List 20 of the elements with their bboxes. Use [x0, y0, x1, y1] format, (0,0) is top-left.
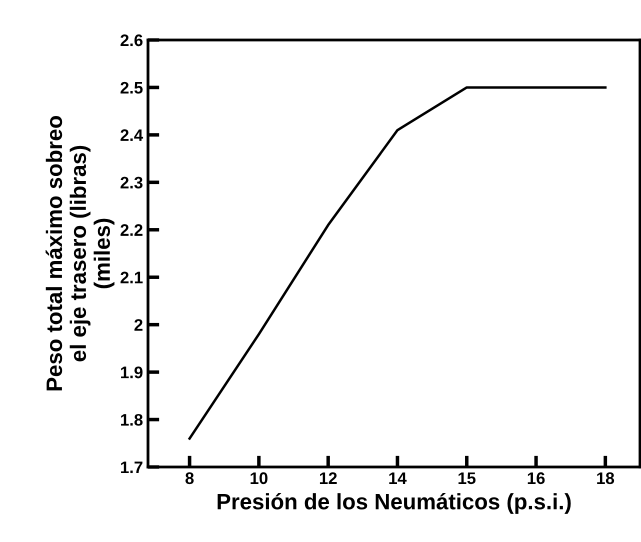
- y-tick-label: 2.5: [120, 82, 143, 94]
- y-tick-label: 1.9: [121, 366, 143, 378]
- y-tick-label: 2: [134, 319, 142, 331]
- x-tick-label: 8: [185, 472, 194, 484]
- y-tick-label: 2.2: [120, 224, 142, 236]
- x-tick-label: 15: [458, 472, 476, 484]
- y-tick-label: 2.6: [120, 34, 143, 46]
- x-tick-label: 18: [597, 472, 614, 484]
- x-axis-title: Presión de los Neumáticos (p.s.i.): [218, 492, 571, 514]
- line-series: [188, 86, 607, 440]
- y-tick-label: 2.3: [120, 176, 143, 189]
- y-tick-label: 2.1: [120, 272, 143, 284]
- y-tick-label: 1.8: [121, 414, 143, 426]
- y-tick-label: 1.7: [121, 462, 142, 474]
- y-axis-title: Peso total máximo sobreo el eje trasero (libras) (miles): [46, 116, 114, 390]
- x-tick-label: 10: [250, 472, 268, 484]
- y-tick-label: 2.4: [120, 129, 144, 141]
- x-tick-label: 14: [389, 472, 407, 484]
- x-tick-label: 12: [320, 472, 337, 484]
- x-tick-label: 16: [528, 472, 545, 484]
